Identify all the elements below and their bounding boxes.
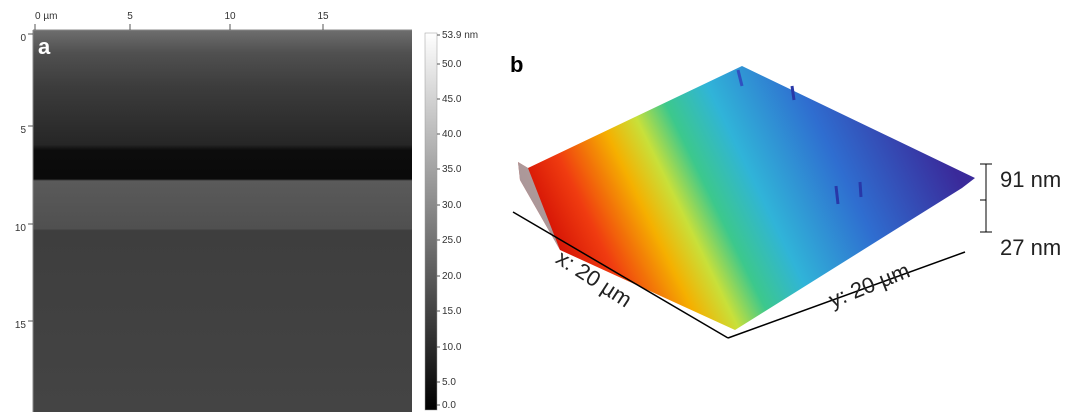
panel-label: b [510,52,523,77]
colorbar-label: 30.0 [442,200,462,211]
y-axis-line [727,251,966,339]
y-tick-label: 5 [20,125,26,136]
y-tick-label: 15 [15,320,27,331]
colorbar-label: 53.9 nm [442,30,478,41]
surface-edge [518,162,560,250]
spike [790,85,796,101]
colorbar-label: 40.0 [442,129,462,140]
y-axis-label: y: 20 µm [825,258,913,313]
x-tick-label: 15 [317,11,329,22]
surface-3d [518,66,975,330]
colorbar-label: 25.0 [442,235,462,246]
colorbar [424,32,438,411]
spike [858,181,863,198]
y-tick-label: 0 [20,33,26,44]
x-tick-label: 10 [224,11,236,22]
x-tick-label: 0 µm [35,11,57,22]
y-tick-label: 10 [15,223,27,234]
colorbar-label: 35.0 [442,164,462,175]
panel-label: a [38,34,51,59]
x-tick-label: 5 [127,11,133,22]
scale-label: 91 nm [1000,167,1061,192]
afm-image [33,30,412,412]
spike [736,69,744,87]
spike [834,185,840,205]
colorbar-label: 50.0 [442,59,462,70]
colorbar-label: 45.0 [442,94,462,105]
x-axis-line [512,211,729,339]
colorbar-label: 10.0 [442,342,462,353]
colorbar-label: 0.0 [442,400,456,411]
colorbar-label: 20.0 [442,271,462,282]
colorbar-label: 5.0 [442,377,456,388]
colorbar-label: 15.0 [442,306,462,317]
scale-label: 27 nm [1000,235,1061,260]
